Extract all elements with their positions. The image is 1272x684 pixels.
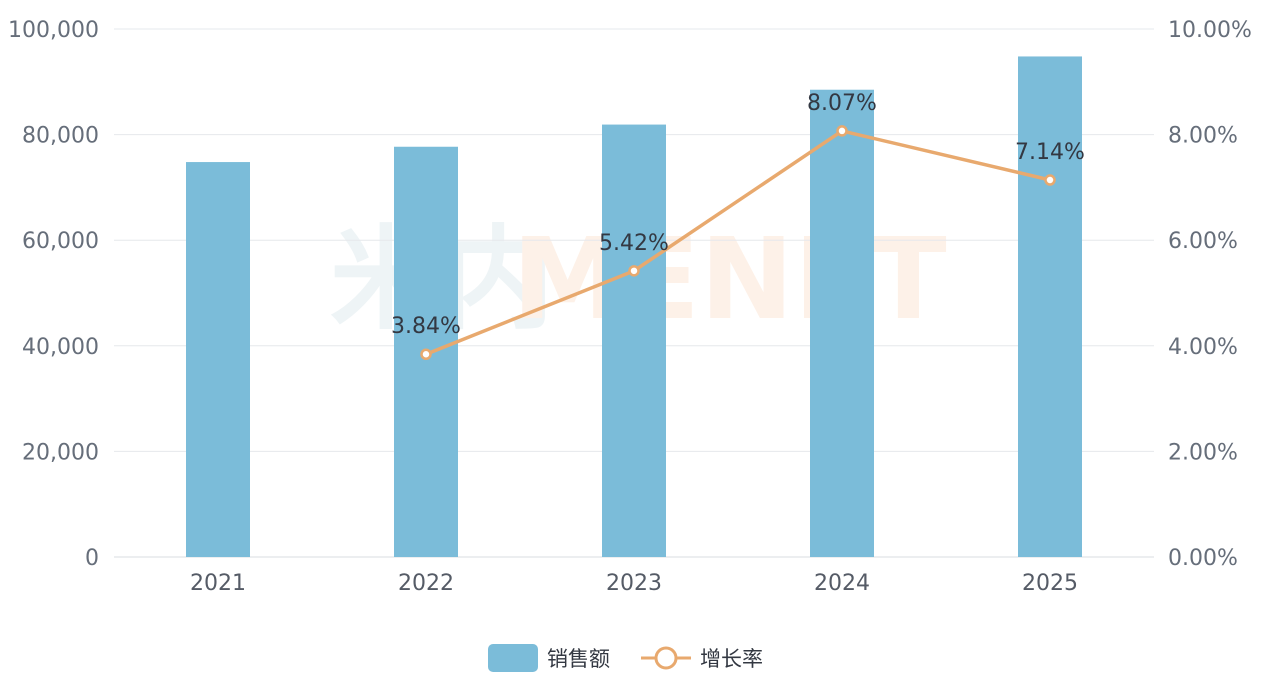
x-tick-label: 2021 — [190, 571, 246, 596]
growth-line — [425, 129, 1051, 356]
bar-series — [186, 56, 1082, 558]
line-point[interactable] — [420, 348, 432, 360]
y-left-tick-label: 60,000 — [22, 229, 99, 254]
y-right-tick-label: 8.00% — [1168, 124, 1238, 149]
legend-bar-swatch — [488, 644, 538, 672]
y-left-tick-label: 80,000 — [22, 124, 99, 149]
x-tick-label: 2025 — [1022, 571, 1078, 596]
bar[interactable] — [1018, 56, 1082, 558]
line-series: 3.84% 5.42% 8.07% 7.14% — [391, 91, 1085, 360]
line-point[interactable] — [836, 125, 848, 137]
bar[interactable] — [186, 162, 250, 557]
data-label: 7.14% — [1015, 140, 1085, 165]
y-right-tick-label: 4.00% — [1168, 335, 1238, 360]
x-tick-label: 2022 — [398, 571, 454, 596]
data-label: 8.07% — [807, 91, 877, 116]
legend[interactable]: 销售额 增长率 — [488, 644, 763, 672]
y-left-tick-label: 40,000 — [22, 335, 99, 360]
x-tick-label: 2024 — [814, 571, 870, 596]
legend-line-marker — [654, 646, 678, 670]
watermark-text-en: MENET — [512, 215, 947, 345]
y-left-tick-label: 0 — [85, 546, 99, 571]
bar[interactable] — [602, 124, 666, 558]
y-right-tick-label: 2.00% — [1168, 440, 1238, 465]
legend-line-label: 增长率 — [700, 647, 763, 671]
line-point[interactable] — [1044, 174, 1056, 186]
data-label: 3.84% — [391, 314, 461, 339]
x-tick-label: 2023 — [606, 571, 662, 596]
axes: 0 20,000 40,000 60,000 80,000 100,000 0.00% 2.0… — [8, 18, 1252, 596]
y-right-tick-label: 10.00% — [1168, 18, 1252, 43]
line-point[interactable] — [628, 265, 640, 277]
data-label: 5.42% — [599, 231, 669, 256]
y-right-tick-label: 0.00% — [1168, 546, 1238, 571]
y-right-tick-label: 6.00% — [1168, 229, 1238, 254]
bar[interactable] — [810, 89, 874, 557]
y-left-tick-label: 100,000 — [8, 18, 99, 43]
y-left-tick-label: 20,000 — [22, 440, 99, 465]
legend-bar-label: 销售额 — [547, 647, 610, 671]
